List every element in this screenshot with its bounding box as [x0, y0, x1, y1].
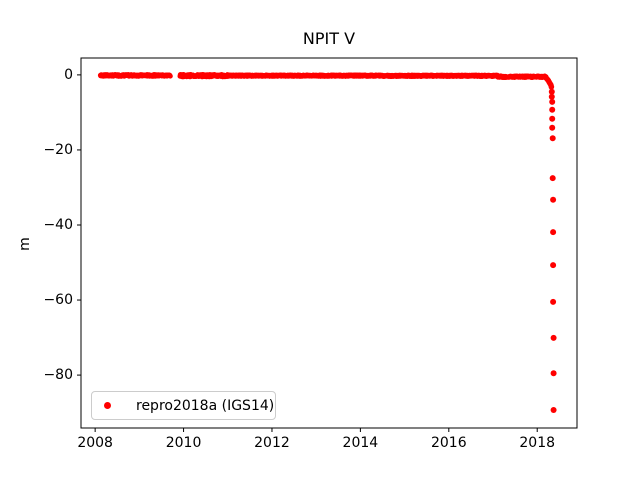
data-point: [549, 135, 556, 142]
chart-title: NPIT V: [302, 29, 356, 48]
axes-spines: [80, 57, 578, 429]
x-tick-label: 2012: [254, 435, 290, 451]
legend: repro2018a (IGS14): [91, 391, 276, 420]
data-point: [548, 84, 555, 90]
data-point: [548, 93, 555, 100]
x-tick-label: 2016: [430, 435, 467, 451]
y-tick-label: −40: [43, 216, 73, 233]
data-point: [550, 262, 557, 269]
x-tick-label: 2018: [519, 435, 556, 451]
data-point: [550, 407, 557, 413]
data-point: [550, 196, 557, 203]
data-point: [167, 73, 173, 79]
data-point: [550, 334, 557, 341]
y-tick-label: 0: [64, 66, 73, 83]
data-point: [549, 175, 556, 182]
data-point: [549, 115, 556, 122]
data-point: [550, 229, 557, 236]
data-point: [549, 106, 556, 113]
data-point: [549, 98, 556, 105]
data-point: [548, 88, 555, 95]
y-tick-label: −20: [43, 141, 73, 158]
legend-label: repro2018a (IGS14): [136, 397, 275, 414]
data-point: [550, 298, 557, 305]
legend-marker-dot: [104, 402, 111, 409]
y-tick-label: −60: [43, 292, 73, 309]
x-tick-label: 2008: [77, 435, 113, 451]
y-tick-label: −80: [43, 367, 73, 384]
x-tick-label: 2010: [165, 435, 202, 451]
data-point: [549, 124, 556, 131]
data-point: [550, 370, 557, 377]
x-tick-label: 2014: [342, 435, 379, 451]
